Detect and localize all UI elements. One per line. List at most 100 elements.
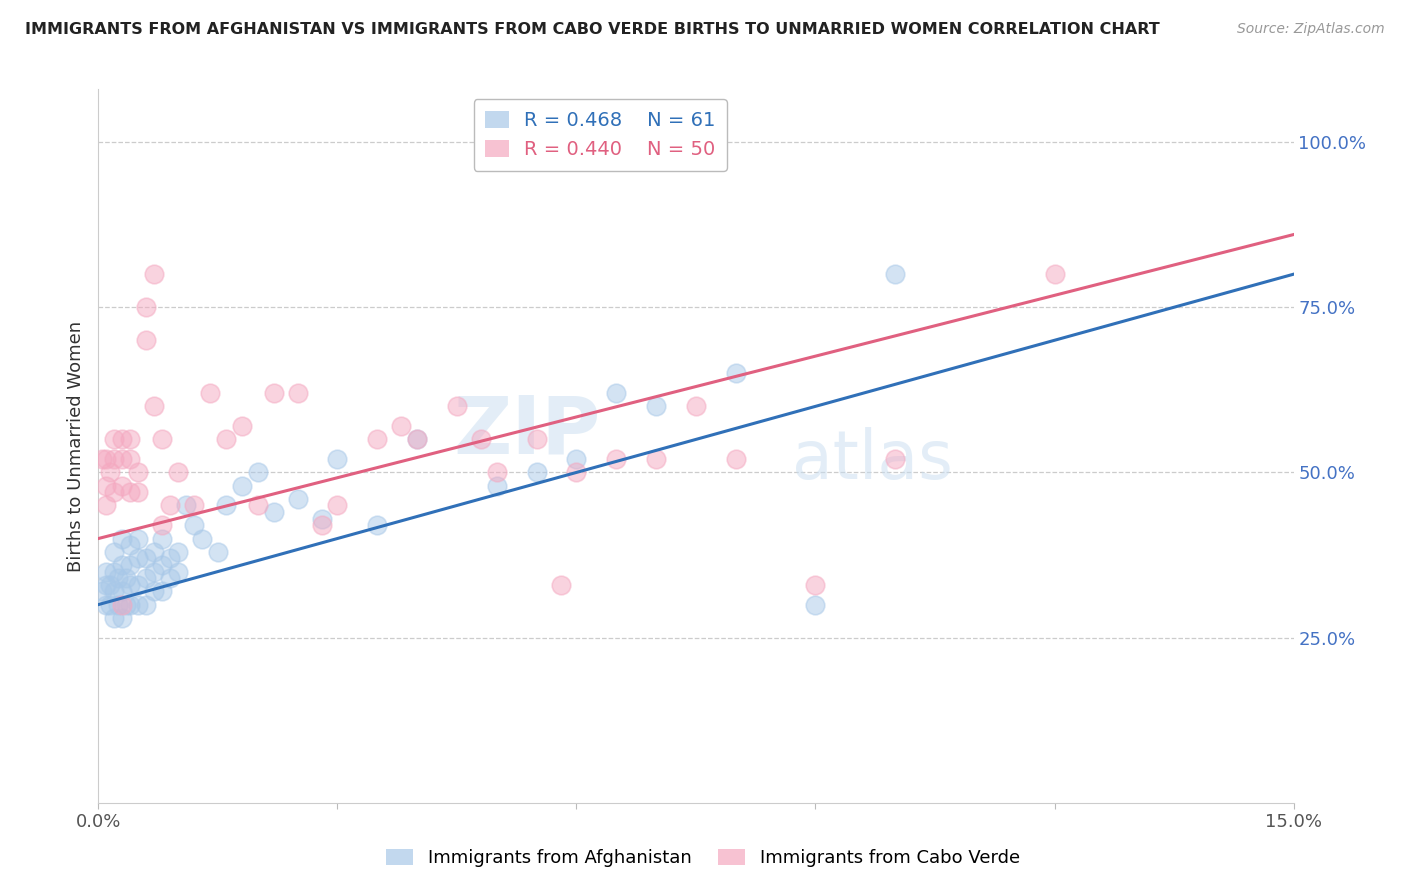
Point: [111, 452, 134, 467]
Point: [98, 578, 122, 592]
Point: [167, 565, 190, 579]
Point: [215, 499, 238, 513]
Point: [446, 400, 468, 414]
Point: [470, 433, 492, 447]
Point: [135, 551, 157, 566]
Point: [207, 545, 229, 559]
Point: [103, 584, 125, 599]
Legend: R = 0.468    N = 61, R = 0.440    N = 50: R = 0.468 N = 61, R = 0.440 N = 50: [474, 99, 727, 170]
Point: [120, 578, 142, 592]
Point: [183, 518, 205, 533]
Point: [565, 466, 588, 480]
Point: [406, 433, 429, 447]
Point: [96, 565, 118, 579]
Point: [215, 433, 238, 447]
Point: [98, 598, 122, 612]
Point: [127, 551, 149, 566]
Point: [127, 578, 149, 592]
Point: [1043, 267, 1066, 281]
Point: [485, 466, 508, 480]
Point: [311, 511, 333, 525]
Text: atlas: atlas: [792, 427, 952, 493]
Point: [174, 499, 197, 513]
Y-axis label: Births to Unmarried Women: Births to Unmarried Women: [66, 320, 84, 572]
Point: [167, 466, 190, 480]
Point: [96, 499, 118, 513]
Point: [120, 433, 142, 447]
Point: [263, 505, 285, 519]
Point: [526, 433, 548, 447]
Point: [103, 611, 125, 625]
Point: [183, 499, 205, 513]
Point: [120, 558, 142, 572]
Point: [287, 491, 309, 506]
Point: [150, 558, 173, 572]
Point: [526, 466, 548, 480]
Point: [724, 367, 747, 381]
Point: [326, 452, 349, 467]
Point: [406, 433, 429, 447]
Point: [103, 565, 125, 579]
Point: [103, 452, 125, 467]
Point: [96, 578, 118, 592]
Point: [263, 386, 285, 401]
Point: [198, 386, 221, 401]
Point: [605, 386, 627, 401]
Point: [143, 267, 166, 281]
Point: [550, 578, 572, 592]
Point: [115, 571, 138, 585]
Point: [191, 532, 214, 546]
Point: [366, 518, 388, 533]
Point: [111, 584, 134, 599]
Point: [645, 400, 668, 414]
Point: [135, 333, 157, 347]
Point: [120, 538, 142, 552]
Point: [111, 598, 134, 612]
Point: [111, 478, 134, 492]
Text: IMMIGRANTS FROM AFGHANISTAN VS IMMIGRANTS FROM CABO VERDE BIRTHS TO UNMARRIED WO: IMMIGRANTS FROM AFGHANISTAN VS IMMIGRANT…: [25, 22, 1160, 37]
Point: [96, 452, 118, 467]
Point: [884, 267, 907, 281]
Legend: Immigrants from Afghanistan, Immigrants from Cabo Verde: Immigrants from Afghanistan, Immigrants …: [378, 841, 1028, 874]
Point: [724, 452, 747, 467]
Point: [127, 598, 149, 612]
Point: [143, 400, 166, 414]
Point: [150, 532, 173, 546]
Point: [127, 485, 149, 500]
Point: [150, 433, 173, 447]
Point: [115, 598, 138, 612]
Point: [485, 478, 508, 492]
Point: [107, 571, 129, 585]
Point: [645, 452, 668, 467]
Point: [135, 571, 157, 585]
Point: [884, 452, 907, 467]
Text: ZIP: ZIP: [453, 392, 600, 471]
Point: [103, 433, 125, 447]
Point: [167, 545, 190, 559]
Point: [103, 545, 125, 559]
Point: [565, 452, 588, 467]
Point: [111, 433, 134, 447]
Point: [150, 584, 173, 599]
Point: [685, 400, 707, 414]
Point: [96, 598, 118, 612]
Text: Source: ZipAtlas.com: Source: ZipAtlas.com: [1237, 22, 1385, 37]
Point: [159, 571, 181, 585]
Point: [120, 485, 142, 500]
Point: [96, 478, 118, 492]
Point: [91, 452, 114, 467]
Point: [91, 584, 114, 599]
Point: [143, 565, 166, 579]
Point: [111, 558, 134, 572]
Point: [804, 578, 827, 592]
Point: [135, 300, 157, 314]
Point: [389, 419, 412, 434]
Point: [246, 499, 269, 513]
Point: [804, 598, 827, 612]
Point: [111, 611, 134, 625]
Point: [127, 466, 149, 480]
Point: [143, 545, 166, 559]
Point: [311, 518, 333, 533]
Point: [326, 499, 349, 513]
Point: [287, 386, 309, 401]
